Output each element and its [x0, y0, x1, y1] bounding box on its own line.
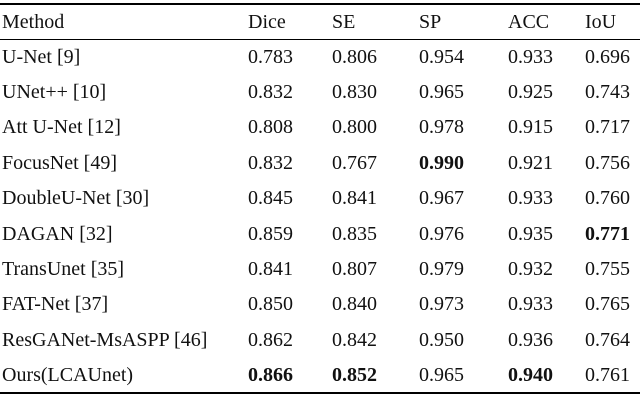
metric-cell: 0.832: [248, 81, 293, 104]
column-header-iou: IoU: [585, 10, 617, 33]
metric-cell: 0.967: [419, 187, 464, 210]
table-row: ResGANet-MsASPP [46] 0.862 0.842 0.950 0.936…: [0, 322, 640, 357]
metric-cell: 0.841: [332, 187, 377, 210]
metric-cell: 0.954: [419, 45, 464, 68]
metric-cell: 0.933: [508, 293, 553, 316]
metric-cell: 0.755: [585, 258, 630, 281]
column-header-dice: Dice: [248, 10, 286, 33]
metric-cell: 0.973: [419, 293, 464, 316]
metric-cell: 0.932: [508, 258, 553, 281]
table-row: Att U-Net [12] 0.808 0.800 0.978 0.915 0.717: [0, 110, 640, 145]
metric-cell: 0.921: [508, 151, 553, 174]
metric-cell: 0.915: [508, 116, 553, 139]
metric-cell: 0.771: [585, 222, 630, 245]
column-header-sp: SP: [419, 10, 442, 33]
metric-cell: 0.936: [508, 328, 553, 351]
metric-cell: 0.979: [419, 258, 464, 281]
table-body: U-Net [9] 0.783 0.806 0.954 0.933 0.696 UNet++…: [0, 39, 640, 393]
metric-cell: 0.950: [419, 328, 464, 351]
method-cell: Ours(LCAUnet): [2, 363, 134, 386]
table-row: UNet++ [10] 0.832 0.830 0.965 0.925 0.743: [0, 74, 640, 109]
metric-cell: 0.743: [585, 81, 630, 104]
metric-cell: 0.933: [508, 187, 553, 210]
method-cell: FocusNet [49]: [2, 151, 117, 174]
metric-cell: 0.845: [248, 187, 293, 210]
metric-cell: 0.850: [248, 293, 293, 316]
metric-cell: 0.760: [585, 187, 630, 210]
metric-cell: 0.783: [248, 45, 293, 68]
metric-cell: 0.925: [508, 81, 553, 104]
method-cell: TransUnet [35]: [2, 258, 125, 281]
method-cell: DoubleU-Net [30]: [2, 187, 150, 210]
metric-cell: 0.830: [332, 81, 377, 104]
metric-cell: 0.976: [419, 222, 464, 245]
table-row: U-Net [9] 0.783 0.806 0.954 0.933 0.696: [0, 39, 640, 74]
table-row: DAGAN [32] 0.859 0.835 0.976 0.935 0.771: [0, 216, 640, 251]
metric-cell: 0.767: [332, 151, 377, 174]
metric-cell: 0.808: [248, 116, 293, 139]
method-cell: U-Net [9]: [2, 45, 81, 68]
metric-cell: 0.940: [508, 363, 553, 386]
metric-cell: 0.978: [419, 116, 464, 139]
results-table: Method Dice SE SP ACC IoU U-Net [9] 0.783…: [0, 3, 640, 394]
metric-cell: 0.859: [248, 222, 293, 245]
metric-cell: 0.990: [419, 151, 464, 174]
metric-cell: 0.800: [332, 116, 377, 139]
table-row: FAT-Net [37] 0.850 0.840 0.973 0.933 0.765: [0, 287, 640, 322]
metric-cell: 0.840: [332, 293, 377, 316]
table-row: TransUnet [35] 0.841 0.807 0.979 0.932 0.755: [0, 251, 640, 286]
metric-cell: 0.965: [419, 363, 464, 386]
table-header-row: Method Dice SE SP ACC IoU: [0, 4, 640, 39]
method-cell: ResGANet-MsASPP [46]: [2, 328, 208, 351]
metric-cell: 0.832: [248, 151, 293, 174]
metric-cell: 0.842: [332, 328, 377, 351]
metric-cell: 0.852: [332, 363, 377, 386]
metric-cell: 0.933: [508, 45, 553, 68]
column-header-se: SE: [332, 10, 356, 33]
metric-cell: 0.696: [585, 45, 630, 68]
table-row: Ours(LCAUnet) 0.866 0.852 0.965 0.940 0.761: [0, 358, 640, 393]
method-cell: UNet++ [10]: [2, 81, 107, 104]
metric-cell: 0.866: [248, 363, 293, 386]
metric-cell: 0.764: [585, 328, 630, 351]
metric-cell: 0.935: [508, 222, 553, 245]
metric-cell: 0.965: [419, 81, 464, 104]
metric-cell: 0.717: [585, 116, 630, 139]
method-cell: DAGAN [32]: [2, 222, 113, 245]
metric-cell: 0.835: [332, 222, 377, 245]
table-row: DoubleU-Net [30] 0.845 0.841 0.967 0.933 0.76…: [0, 181, 640, 216]
metric-cell: 0.807: [332, 258, 377, 281]
column-header-acc: ACC: [508, 10, 550, 33]
metric-cell: 0.765: [585, 293, 630, 316]
metric-cell: 0.761: [585, 363, 630, 386]
metric-cell: 0.841: [248, 258, 293, 281]
column-header-method: Method: [2, 10, 65, 33]
table-row: FocusNet [49] 0.832 0.767 0.990 0.921 0.756: [0, 145, 640, 180]
metric-cell: 0.862: [248, 328, 293, 351]
method-cell: FAT-Net [37]: [2, 293, 109, 316]
method-cell: Att U-Net [12]: [2, 116, 121, 139]
metric-cell: 0.756: [585, 151, 630, 174]
metric-cell: 0.806: [332, 45, 377, 68]
